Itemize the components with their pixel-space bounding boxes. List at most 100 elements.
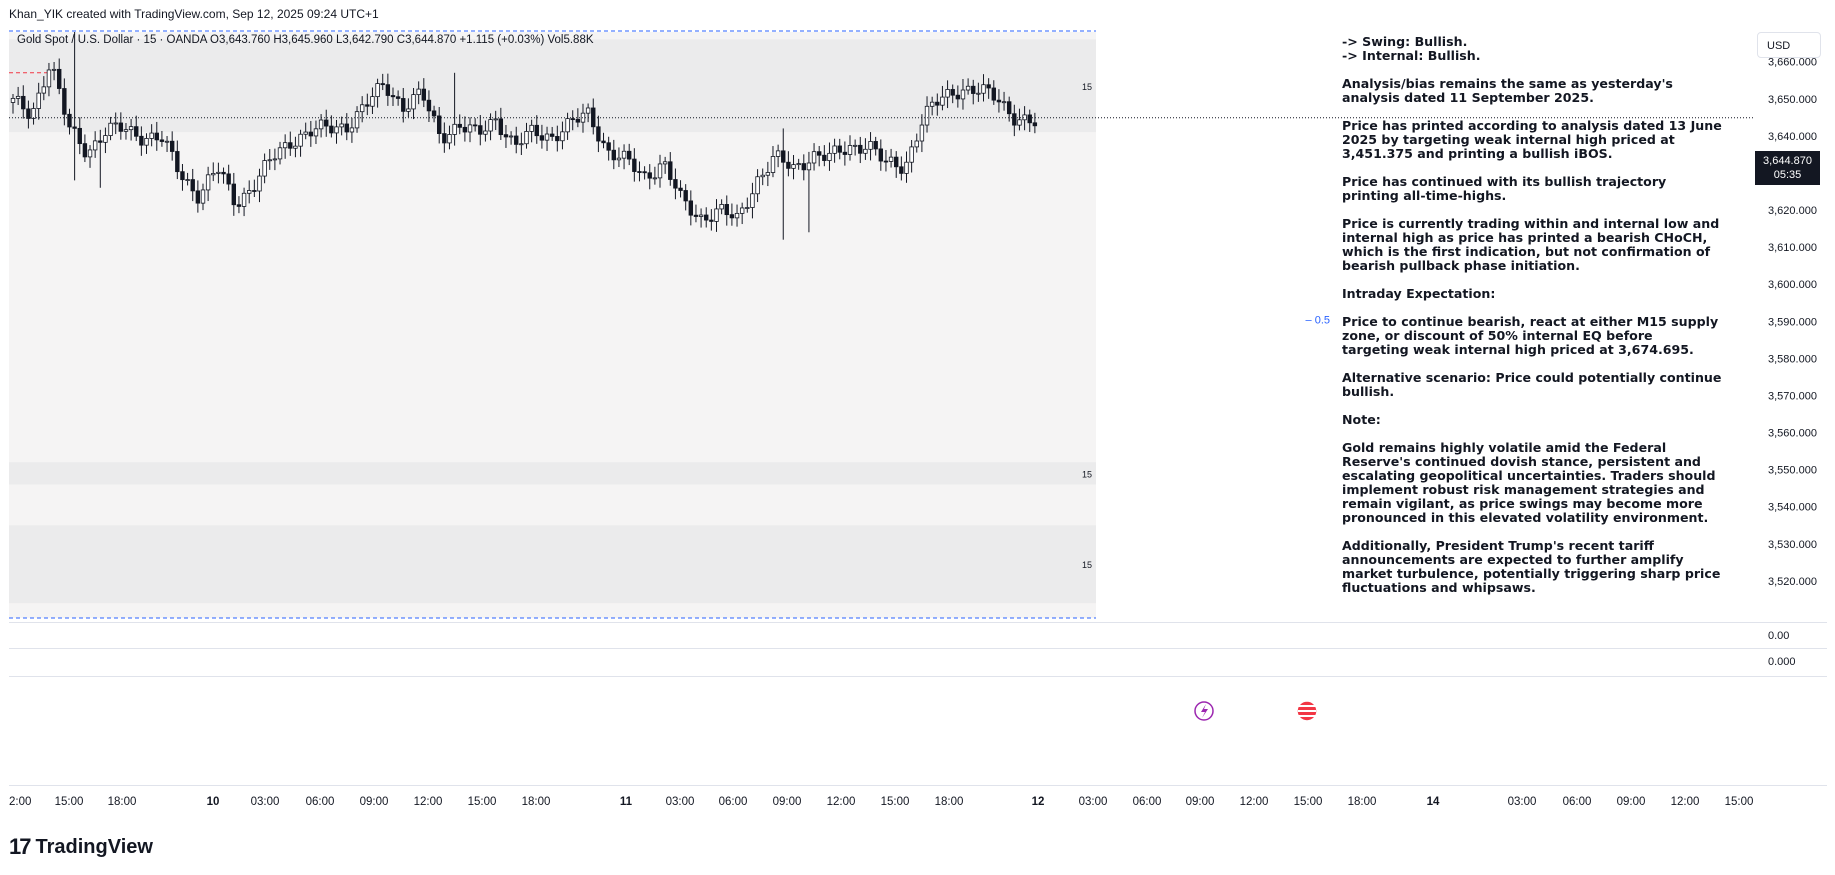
candle — [390, 95, 396, 98]
candle — [113, 122, 118, 125]
candle — [354, 111, 360, 129]
attribution-bar: Khan_YIK created with TradingView.com, S… — [0, 0, 1835, 26]
candle — [1006, 101, 1012, 115]
candle — [616, 157, 622, 161]
time-tick-label: 18:00 — [522, 796, 551, 808]
candle — [462, 126, 468, 133]
symbol-name[interactable]: Gold Spot / U.S. Dollar · 15 · OANDA — [17, 34, 207, 46]
time-tick-label: 18:00 — [1348, 796, 1377, 808]
candle — [709, 219, 714, 222]
candle — [467, 124, 473, 133]
candle — [247, 190, 252, 194]
candle — [324, 119, 329, 127]
candles — [10, 32, 1038, 240]
tradingview-logo[interactable]: 17 TradingView — [9, 834, 153, 860]
candle — [529, 124, 534, 132]
flag-stripe — [1298, 715, 1316, 717]
note-intraday-heading: Intraday Expectation: — [1342, 286, 1496, 301]
candle — [67, 113, 72, 128]
candle — [257, 175, 262, 192]
lightning-event-icon — [1194, 701, 1214, 721]
candle — [169, 140, 175, 152]
time-tick-label: 18:00 — [108, 796, 137, 808]
candle — [1032, 122, 1038, 127]
candle — [175, 151, 180, 173]
time-tick-label: 09:00 — [360, 796, 389, 808]
price-tick-label: 3,520.000 — [1768, 576, 1817, 588]
candle — [1001, 101, 1007, 104]
price-tick-label: 3,640.000 — [1768, 131, 1817, 143]
candle — [277, 147, 283, 160]
candle — [996, 99, 1002, 103]
candle — [180, 171, 185, 181]
candle — [154, 132, 159, 141]
pane-separator — [9, 648, 1827, 649]
candle — [544, 133, 550, 141]
flag-stripe — [1298, 710, 1316, 712]
candle — [534, 124, 539, 137]
candle — [313, 128, 319, 137]
candle — [426, 99, 432, 112]
candle — [971, 85, 976, 94]
price-tick-label: 3,580.000 — [1768, 353, 1817, 365]
candle — [267, 159, 272, 162]
candle — [108, 122, 113, 136]
candle — [837, 145, 842, 153]
candle — [894, 156, 899, 168]
time-tick-label: 12 — [1032, 796, 1045, 808]
candle — [739, 207, 745, 214]
time-tick-label: 15:00 — [881, 796, 910, 808]
candle — [565, 118, 570, 133]
last-price-tag: 3,644.870 05:35 — [1755, 151, 1820, 185]
price-tick-label: 3,660.000 — [1768, 57, 1817, 69]
candle — [698, 214, 704, 217]
last-price-value: 3,644.870 — [1763, 155, 1812, 167]
change-value: +1.115 (+0.03%) — [459, 34, 545, 46]
candle — [205, 174, 211, 191]
candle — [483, 130, 488, 135]
candle — [899, 166, 904, 174]
currency-button[interactable]: USD — [1757, 32, 1821, 58]
candle — [960, 89, 966, 100]
candle — [693, 214, 699, 217]
supply-zone — [9, 39, 1096, 133]
candle — [298, 133, 303, 147]
fib-level-label: – 0.5 — [1306, 314, 1330, 326]
candle — [585, 107, 591, 114]
candle — [1027, 114, 1032, 124]
candle — [92, 140, 98, 151]
candle — [185, 179, 190, 181]
candle — [231, 183, 237, 206]
candle — [724, 204, 729, 216]
candle — [103, 135, 108, 143]
candle — [128, 126, 134, 131]
candle — [318, 119, 324, 130]
candle — [514, 135, 519, 145]
candle — [852, 144, 858, 147]
candle — [339, 123, 344, 128]
candle — [139, 135, 144, 146]
candle — [134, 126, 139, 137]
candle — [164, 140, 170, 143]
high-value: H3,645.960 — [273, 34, 333, 46]
candle — [621, 150, 627, 159]
time-tick-label: 15:00 — [55, 796, 84, 808]
candle — [211, 173, 216, 176]
note-trajectory: Price has continued with its bullish tra… — [1342, 174, 1667, 203]
candle — [288, 142, 293, 149]
price-tick-label: 3,610.000 — [1768, 242, 1817, 254]
time-tick-label: 06:00 — [1563, 796, 1592, 808]
candle — [72, 126, 77, 129]
candle — [781, 150, 786, 163]
us-flag-event-icon — [1296, 700, 1318, 722]
candle — [745, 207, 750, 209]
bar-countdown: 05:35 — [1773, 169, 1802, 181]
candle — [195, 190, 201, 204]
candle — [303, 131, 308, 135]
candle — [678, 187, 683, 191]
time-tick-label: 2:00 — [9, 796, 31, 808]
note-tariff: Additionally, President Trump's recent t… — [1342, 538, 1721, 595]
candle — [375, 83, 380, 98]
candle — [329, 125, 334, 134]
